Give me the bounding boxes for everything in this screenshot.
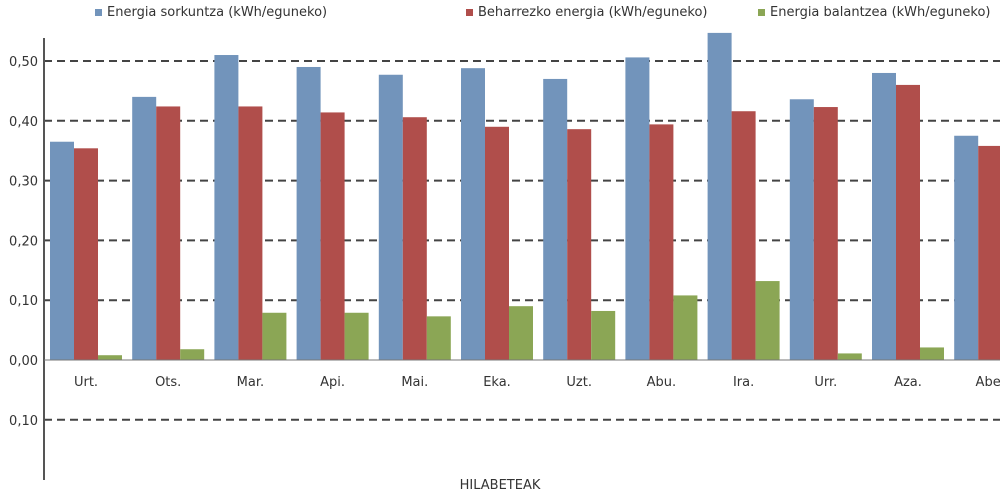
legend-label-series-2: Beharrezko energia (kWh/eguneko)	[478, 4, 708, 20]
axes	[43, 38, 1000, 480]
bar-2-11	[896, 84, 920, 361]
x-tick-label: Abu.	[647, 375, 677, 390]
x-axis-ticks: Urt. Ots. Mar. Api. Mai. Eka. Uzt. Abu. Ira. Urr.…	[74, 375, 1000, 390]
bar-3-1	[98, 355, 122, 360]
bar-1-5	[378, 74, 403, 360]
bar-1-4	[296, 66, 321, 360]
x-tick-label: Api.	[320, 375, 345, 390]
x-tick-label: Ots.	[155, 375, 181, 390]
y-tick-label: 0,30	[9, 175, 38, 190]
x-tick-label: Aza.	[894, 375, 922, 390]
bar-2-2	[156, 106, 181, 360]
bar-1-8	[625, 57, 650, 361]
gridlines	[44, 60, 1000, 421]
bar-2-7	[567, 129, 592, 360]
bar-3-5	[426, 316, 451, 360]
bar-2-8	[649, 124, 674, 360]
legend-swatch-series-2	[466, 8, 473, 16]
bar-1-1	[50, 141, 74, 360]
bar-1-6	[461, 68, 485, 361]
bar-2-1	[74, 148, 98, 360]
x-axis-title: HILABETEAK	[459, 478, 541, 493]
bar-3-4	[344, 312, 369, 360]
bars	[50, 32, 1000, 361]
bar-2-9	[731, 111, 756, 361]
x-tick-label: Eka.	[483, 375, 511, 390]
bar-1-11	[872, 72, 896, 361]
bar-2-6	[485, 126, 509, 360]
bar-1-3	[214, 55, 239, 361]
bar-1-9	[707, 32, 732, 360]
legend-item-series-1: Energia sorkuntza (kWh/eguneko)	[95, 2, 327, 22]
bar-3-9	[755, 281, 780, 360]
y-tick-label: 0,10	[9, 294, 38, 309]
y-axis-ticks: 0,10 0,00 0,10 0,20 0,30 0,40 0,50	[9, 55, 38, 429]
x-tick-label: Urr.	[814, 375, 837, 390]
legend-label-series-1: Energia sorkuntza (kWh/eguneko)	[107, 4, 328, 20]
bar-2-10	[813, 107, 838, 361]
legend-swatch-series-1	[95, 8, 102, 16]
legend-item-series-2: Beharrezko energia (kWh/eguneko)	[466, 2, 707, 22]
bar-3-6	[509, 306, 533, 360]
bar-3-11	[920, 347, 944, 360]
legend-item-series-3: Energia balantzea (kWh/eguneko)	[758, 2, 990, 22]
bar-3-10	[837, 353, 862, 360]
x-tick-label: Uzt.	[566, 375, 592, 390]
bar-1-7	[543, 78, 568, 360]
x-tick-label: Urt.	[74, 375, 98, 390]
x-tick-label: Abe.	[976, 375, 1000, 390]
x-tick-label: Mar.	[237, 375, 264, 390]
legend-swatch-series-3	[758, 8, 765, 16]
y-tick-label: 0,20	[9, 234, 38, 249]
bar-3-3	[262, 312, 287, 360]
bar-1-10	[789, 99, 814, 360]
bar-2-3	[238, 106, 263, 360]
y-tick-label: 0,40	[9, 115, 38, 130]
bar-3-7	[591, 310, 616, 360]
y-tick-label: 0,00	[9, 354, 38, 369]
x-tick-label: Ira.	[733, 375, 754, 390]
y-tick-label: 0,10	[9, 414, 38, 429]
bar-1-12	[954, 135, 979, 360]
bar-3-2	[180, 349, 205, 360]
bar-2-5	[402, 117, 427, 360]
legend-label-series-3: Energia balantzea (kWh/eguneko)	[770, 4, 991, 20]
x-tick-label: Mai.	[401, 375, 428, 390]
y-tick-label: 0,50	[9, 55, 38, 70]
bar-1-2	[132, 96, 157, 360]
bar-3-8	[673, 295, 698, 360]
bar-2-4	[320, 112, 345, 360]
bar-2-12	[978, 145, 1000, 360]
